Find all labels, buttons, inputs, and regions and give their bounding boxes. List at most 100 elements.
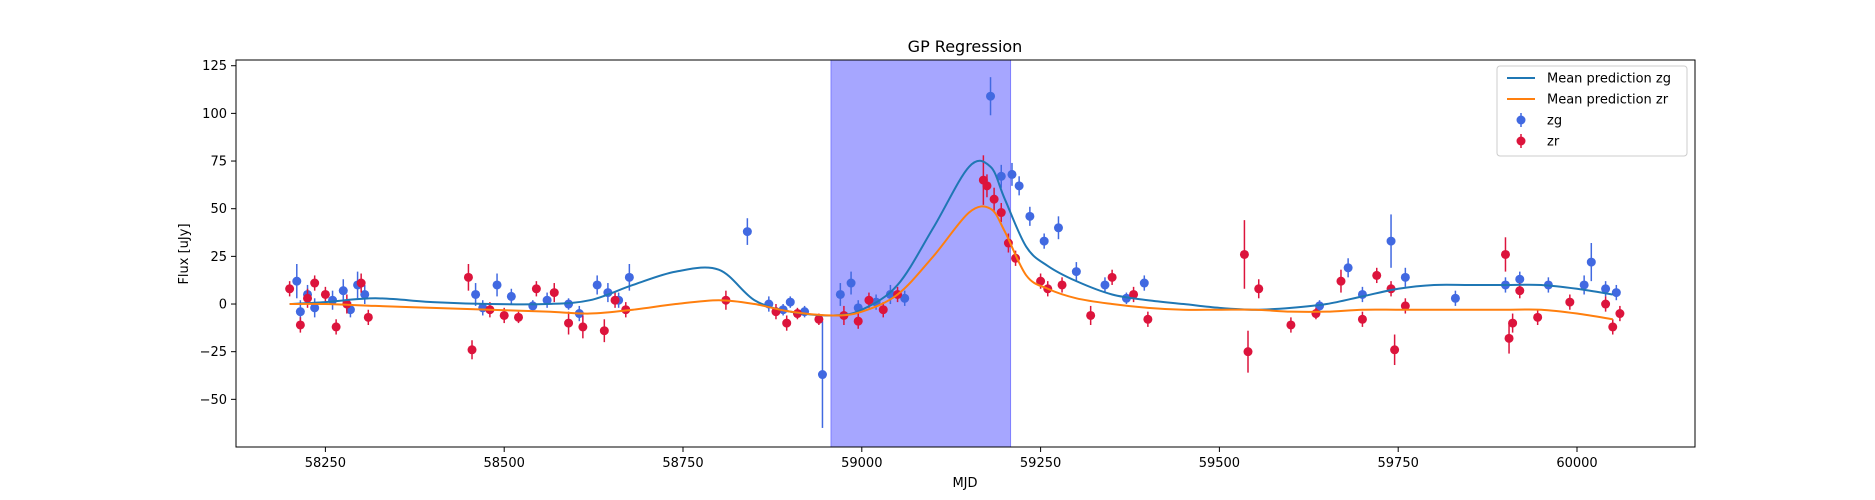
data-point — [814, 314, 824, 324]
data-point — [1057, 280, 1067, 290]
data-point — [471, 289, 481, 299]
plot-area — [285, 59, 1625, 448]
data-point — [982, 181, 992, 191]
data-point — [592, 280, 602, 290]
data-point — [467, 345, 477, 355]
data-point — [1515, 274, 1525, 284]
data-point — [1239, 249, 1249, 259]
x-tick-label: 59250 — [1020, 456, 1061, 471]
data-point — [599, 326, 609, 336]
chart-title: GP Regression — [908, 37, 1023, 56]
y-tick-label: 25 — [210, 250, 227, 265]
data-point — [989, 194, 999, 204]
y-axis-label: Flux [uJy] — [177, 223, 192, 284]
legend-item: Mean prediction zr — [1507, 93, 1669, 108]
data-point — [1400, 301, 1410, 311]
data-point — [817, 370, 827, 380]
data-point — [1357, 314, 1367, 324]
y-tick-label: −25 — [200, 345, 227, 360]
data-point — [356, 278, 366, 288]
data-point — [1143, 314, 1153, 324]
data-point — [1500, 249, 1510, 259]
legend-item: Mean prediction zg — [1507, 72, 1671, 87]
legend: Mean prediction zg Mean prediction zr zg zr — [1496, 65, 1688, 157]
data-point — [1372, 270, 1382, 280]
series-line-Mean prediction zg — [289, 159, 1613, 317]
data-point — [499, 310, 509, 320]
legend-marker-swatch — [1516, 115, 1526, 125]
x-axis: 58250 58500 58750 59000 59250 59500 59750 60000 — [305, 447, 1598, 471]
data-point — [564, 299, 574, 309]
legend-box — [1496, 65, 1688, 157]
data-point — [1508, 318, 1518, 328]
data-point — [782, 318, 792, 328]
legend-marker-swatch — [1516, 136, 1526, 146]
data-point — [1129, 289, 1139, 299]
data-point — [549, 288, 559, 298]
data-point — [610, 295, 620, 305]
data-point — [1014, 181, 1024, 191]
data-point — [564, 318, 574, 328]
data-point — [1515, 286, 1525, 296]
x-axis-label: MJD — [952, 476, 977, 491]
data-point — [1504, 333, 1514, 343]
series-line-Mean prediction zr — [289, 205, 1613, 321]
data-point — [1386, 236, 1396, 246]
data-point — [835, 289, 845, 299]
y-tick-label: 50 — [210, 202, 227, 217]
highlight-region — [830, 59, 1012, 448]
x-tick-label: 59000 — [841, 456, 882, 471]
data-point — [996, 171, 1006, 181]
data-point — [310, 303, 320, 313]
data-point — [506, 291, 516, 301]
data-point — [1601, 284, 1611, 294]
data-point — [900, 293, 910, 303]
legend-label: zg — [1547, 114, 1562, 129]
data-point — [295, 307, 305, 317]
data-point — [1611, 288, 1621, 298]
legend-item: zg — [1516, 113, 1562, 129]
data-point — [1533, 312, 1543, 322]
data-point — [363, 312, 373, 322]
data-point — [338, 286, 348, 296]
data-point — [331, 322, 341, 332]
data-point — [1243, 347, 1253, 357]
data-point — [1036, 276, 1046, 286]
data-point — [1025, 211, 1035, 221]
data-point — [1053, 223, 1063, 233]
data-point — [1615, 309, 1625, 319]
data-point — [514, 312, 524, 322]
data-point — [1007, 169, 1017, 179]
x-tick-label: 58500 — [484, 456, 525, 471]
y-tick-label: −50 — [200, 393, 227, 408]
data-point — [1107, 272, 1117, 282]
data-point — [1601, 299, 1611, 309]
data-point — [360, 289, 370, 299]
data-point — [1565, 297, 1575, 307]
data-point — [492, 280, 502, 290]
data-point — [846, 278, 856, 288]
data-point — [295, 320, 305, 330]
data-point — [1254, 284, 1264, 294]
data-point — [531, 284, 541, 294]
x-tick-label: 59750 — [1378, 456, 1419, 471]
data-point — [624, 272, 634, 282]
data-point — [1400, 272, 1410, 282]
x-tick-label: 60000 — [1556, 456, 1597, 471]
data-point — [1343, 263, 1353, 273]
data-point — [578, 322, 588, 332]
data-point — [1139, 278, 1149, 288]
axes-frame — [235, 59, 1696, 448]
data-point — [853, 316, 863, 326]
y-axis: −50 −25 0 25 50 75 100 125 — [200, 59, 236, 408]
data-point — [785, 297, 795, 307]
data-point — [1039, 236, 1049, 246]
data-point — [1608, 322, 1618, 332]
data-point — [1086, 310, 1096, 320]
x-tick-label: 59500 — [1199, 456, 1240, 471]
legend-label: zr — [1547, 135, 1560, 150]
data-point — [1071, 267, 1081, 277]
data-point — [864, 295, 874, 305]
y-tick-label: 125 — [202, 59, 227, 74]
